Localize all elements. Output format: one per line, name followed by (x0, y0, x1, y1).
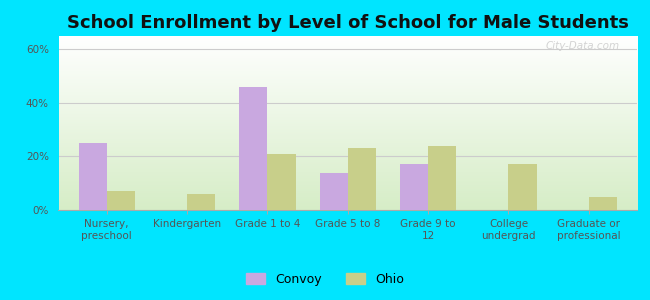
Bar (267, 154, 296, 210)
Bar (508, 164, 536, 210)
Bar (239, 87, 267, 210)
Title: School Enrollment by Level of School for Male Students: School Enrollment by Level of School for… (67, 14, 629, 32)
Bar (348, 148, 376, 210)
Bar (589, 196, 617, 210)
Bar (428, 146, 456, 210)
Bar (79, 143, 107, 210)
Text: City-Data.com: City-Data.com (545, 41, 619, 51)
Bar (400, 164, 428, 210)
Bar (107, 191, 135, 210)
Bar (320, 172, 348, 210)
Bar (187, 194, 215, 210)
Legend: Convoy, Ohio: Convoy, Ohio (241, 268, 409, 291)
